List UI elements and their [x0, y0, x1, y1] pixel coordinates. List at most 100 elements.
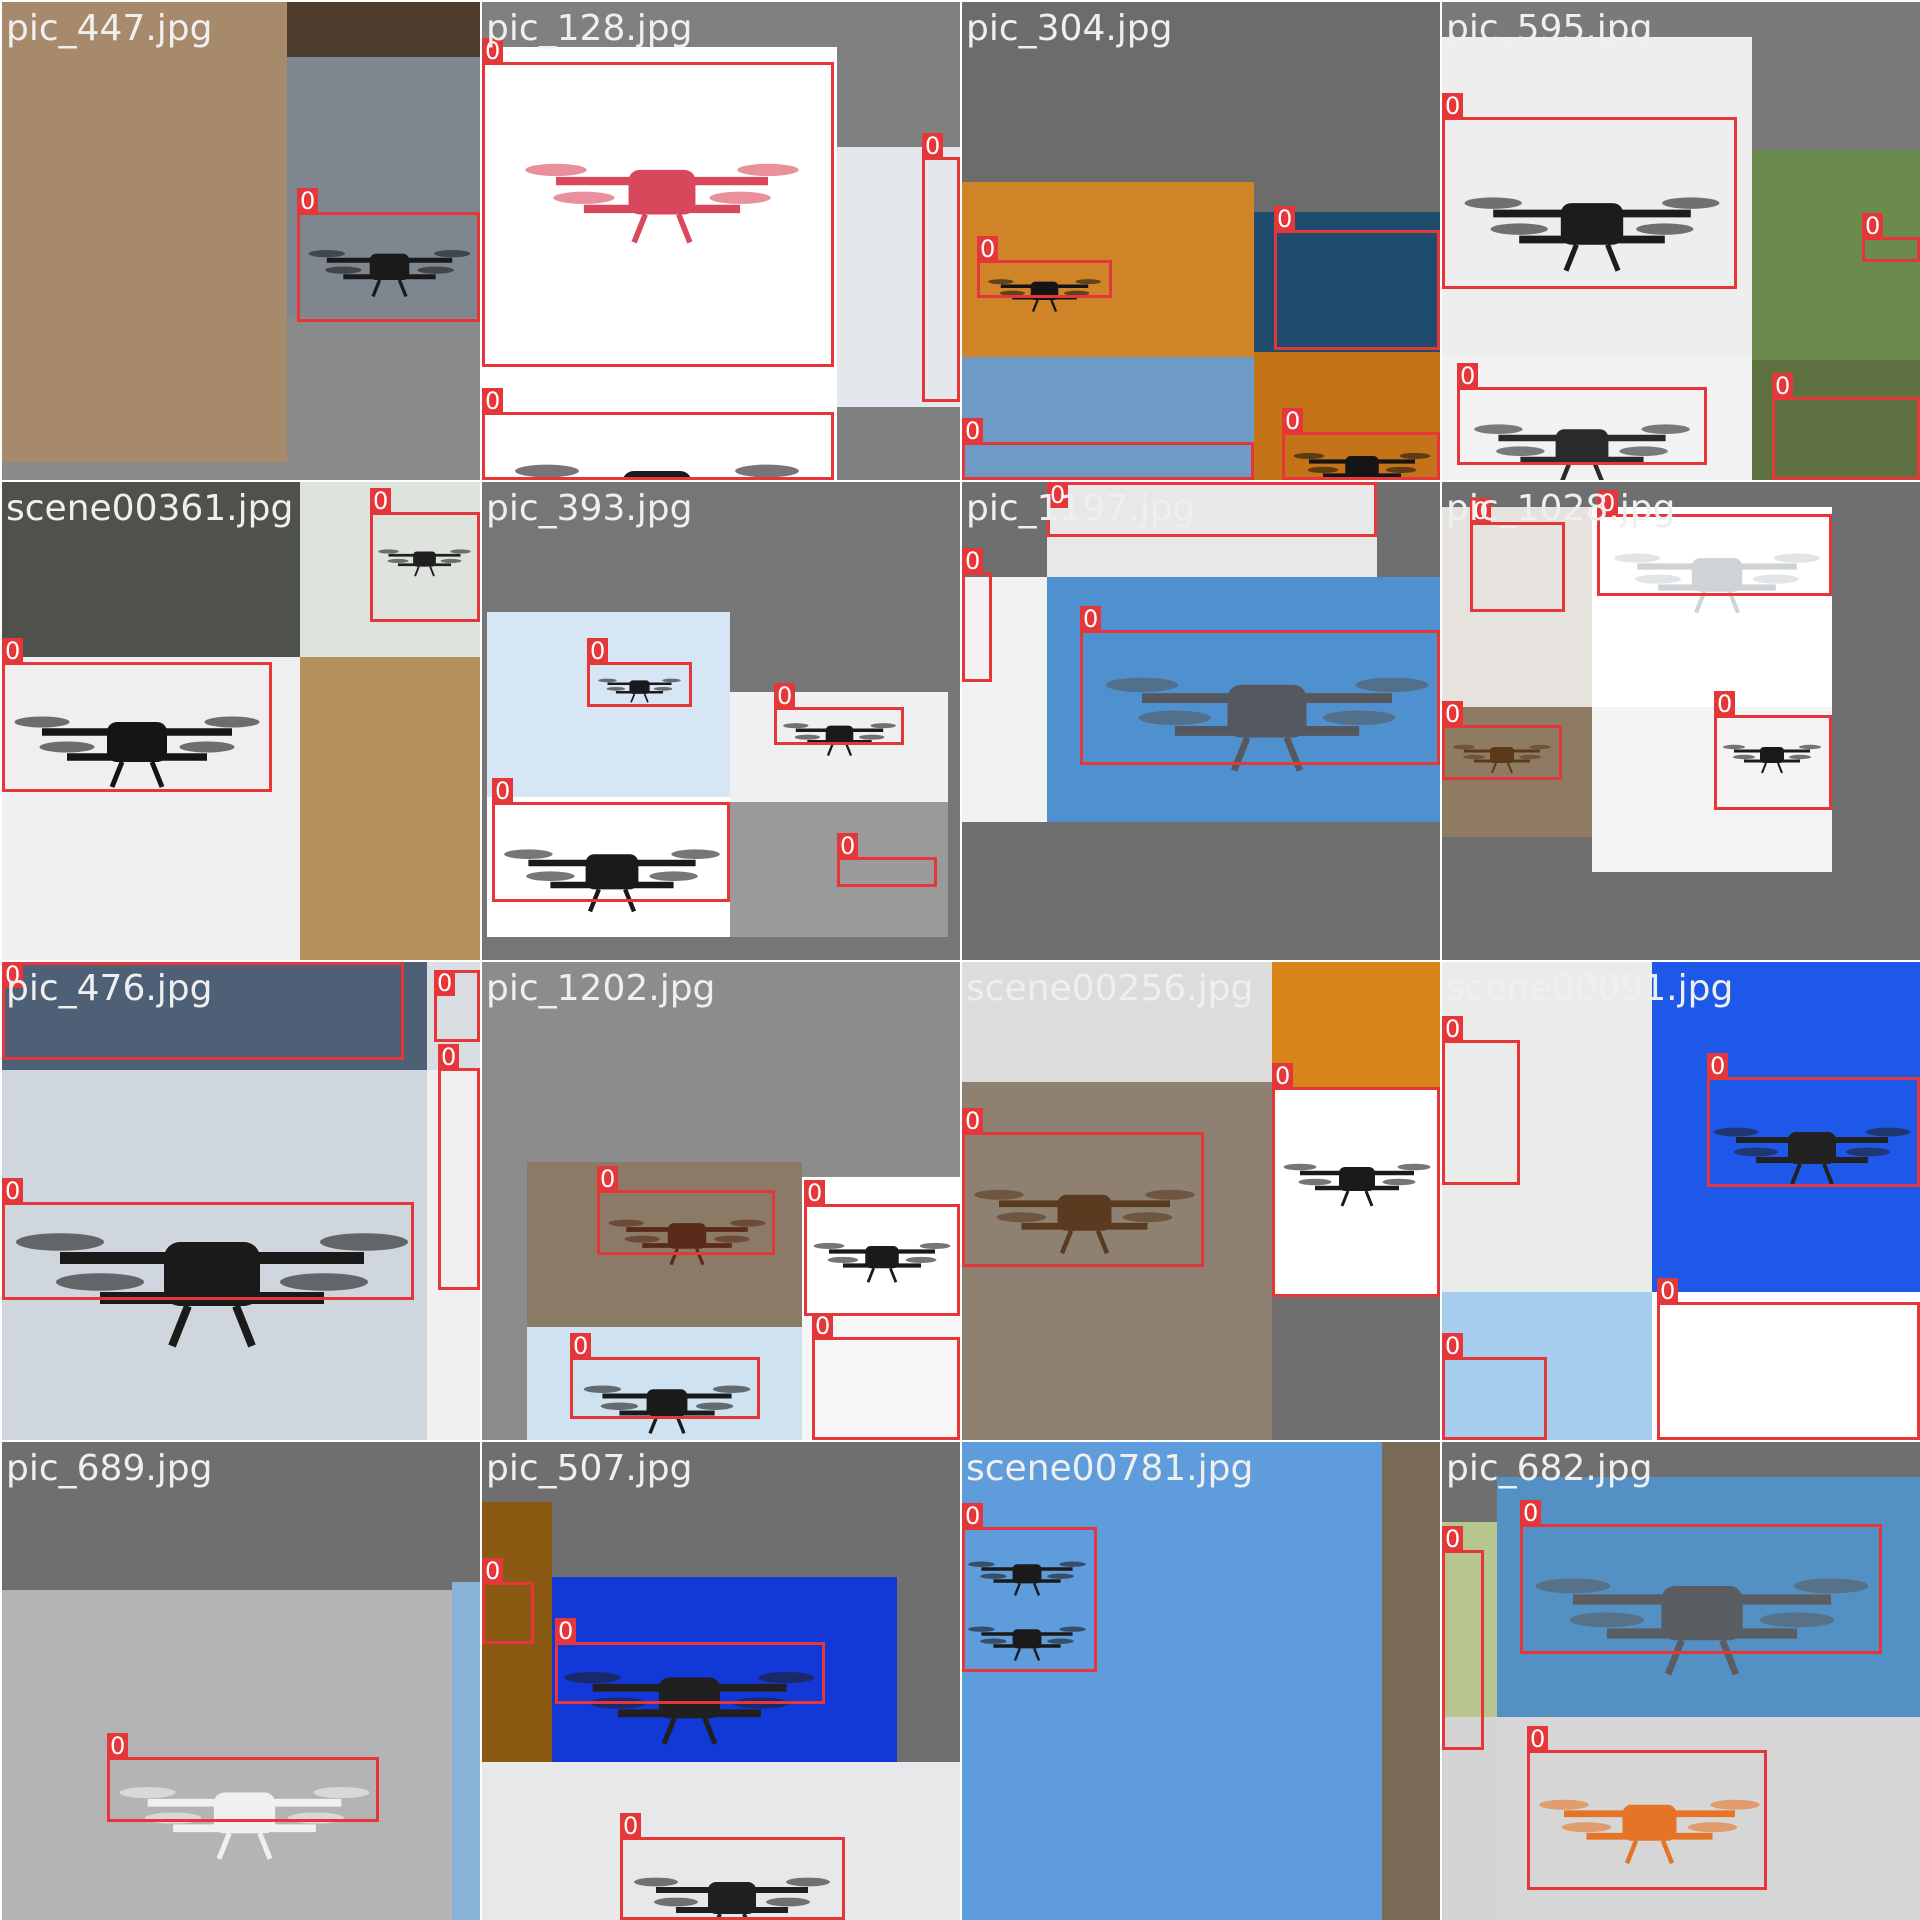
image-filename: scene00256.jpg	[966, 968, 1254, 1009]
photo-region	[452, 1582, 480, 1920]
bounding-box: 0	[962, 1503, 1097, 1672]
class-label: 0	[597, 1166, 619, 1192]
class-label: 0	[587, 638, 609, 664]
drone-icon	[308, 250, 471, 298]
bounding-box: 0	[962, 548, 992, 682]
bounding-box: 0	[597, 1166, 775, 1255]
bounding-box: 0	[1772, 373, 1920, 480]
photo-region	[1442, 1292, 1652, 1440]
mosaic-tile: 0 0 scene00361.jpg	[2, 482, 480, 960]
bounding-box: 0	[482, 388, 834, 480]
class-label: 0	[2, 638, 24, 664]
drone-icon	[1535, 1578, 1869, 1676]
bounding-box: 0	[1080, 606, 1440, 765]
mosaic-tile: 0 0 0 0 pic_1028.jpg	[1442, 482, 1920, 960]
class-label: 0	[1282, 408, 1304, 434]
class-label: 0	[1080, 606, 1102, 632]
photo-region	[2, 2, 287, 462]
bounding-box: 0	[1442, 93, 1737, 289]
bounding-box: 0	[2, 962, 404, 1060]
class-label: 0	[482, 388, 504, 414]
class-label: 0	[774, 683, 796, 709]
photo-region	[1652, 1292, 1920, 1440]
drone-icon	[119, 1786, 370, 1860]
drone-icon	[1714, 1127, 1910, 1185]
class-label: 0	[1707, 1053, 1729, 1079]
bounding-box: 0	[482, 1558, 534, 1644]
class-label: 0	[1714, 691, 1736, 717]
photo-region	[2, 962, 427, 1070]
bounding-box: 0	[1520, 1500, 1882, 1654]
mosaic-tile: 0 0 0 pic_128.jpg	[482, 2, 960, 480]
class-label: 0	[555, 1618, 577, 1644]
photo-region	[1442, 962, 1652, 1292]
drone-icon	[974, 1189, 1195, 1255]
bounding-box: 0	[1442, 1526, 1484, 1750]
bounding-box: 0	[1282, 408, 1440, 480]
bounding-box: 0	[570, 1333, 760, 1419]
class-label: 0	[1442, 93, 1464, 119]
bounding-box: 0	[1274, 206, 1440, 350]
image-filename: pic_393.jpg	[486, 488, 693, 529]
class-label: 0	[482, 38, 504, 64]
photo-region	[2, 1590, 452, 1920]
image-filename: pic_682.jpg	[1446, 1448, 1653, 1489]
bounding-box: 0	[1442, 701, 1562, 780]
class-label: 0	[297, 188, 319, 214]
class-label: 0	[1442, 701, 1464, 727]
mosaic-tile: 0 0 0 0 pic_595.jpg	[1442, 2, 1920, 480]
class-label: 0	[922, 133, 944, 159]
photo-region	[962, 577, 1047, 822]
class-label: 0	[438, 1044, 460, 1070]
image-filename: pic_1197.jpg	[966, 488, 1196, 529]
image-filename: pic_689.jpg	[6, 1448, 213, 1489]
bounding-box: 0	[1714, 691, 1832, 810]
drone-icon	[1474, 424, 1690, 480]
bounding-box: 0	[1272, 1063, 1440, 1297]
bounding-box: 0	[2, 1178, 414, 1300]
bounding-box: 0	[555, 1618, 825, 1704]
photo-region	[1592, 507, 1832, 707]
bounding-box: 0	[370, 488, 480, 622]
photo-region	[2, 657, 300, 960]
class-label: 0	[2, 1178, 24, 1204]
bounding-box: 0	[1597, 490, 1832, 596]
image-filename: pic_447.jpg	[6, 8, 213, 49]
class-label: 0	[1442, 1526, 1464, 1552]
photo-region	[2, 482, 300, 657]
photo-region	[1442, 707, 1592, 837]
drone-icon	[378, 549, 471, 577]
class-label: 0	[1442, 1333, 1464, 1359]
photo-region	[1254, 212, 1440, 352]
photo-region	[1442, 1522, 1497, 1717]
drone-icon	[1453, 744, 1551, 774]
class-label: 0	[370, 488, 392, 514]
photo-region	[287, 2, 480, 57]
image-filename: pic_304.jpg	[966, 8, 1173, 49]
photo-region	[962, 182, 1254, 357]
class-label: 0	[1047, 482, 1069, 508]
bounding-box: 0	[837, 833, 937, 887]
drone-icon	[1723, 744, 1821, 774]
bounding-box: 0	[482, 38, 834, 367]
image-filename: pic_476.jpg	[6, 968, 213, 1009]
photo-region	[1382, 1442, 1440, 1920]
bounding-box: 0	[962, 1108, 1204, 1267]
class-label: 0	[1442, 1016, 1464, 1042]
photo-region	[1272, 962, 1440, 1087]
class-label: 0	[962, 418, 984, 444]
bounding-box: 0	[107, 1733, 379, 1822]
bounding-box: 0	[804, 1180, 960, 1316]
photo-region	[962, 1442, 1382, 1920]
class-label: 0	[962, 1108, 984, 1134]
class-label: 0	[1527, 1726, 1549, 1752]
class-label: 0	[620, 1813, 642, 1839]
drone-icon	[1105, 677, 1429, 772]
photo-region	[962, 357, 1254, 480]
drone-icon	[1464, 197, 1720, 272]
image-filename: pic_595.jpg	[1446, 8, 1653, 49]
photo-region	[552, 1577, 897, 1762]
photo-region	[1442, 1717, 1497, 1920]
bounding-box: 0	[1707, 1053, 1920, 1187]
photo-region	[962, 1082, 1272, 1440]
